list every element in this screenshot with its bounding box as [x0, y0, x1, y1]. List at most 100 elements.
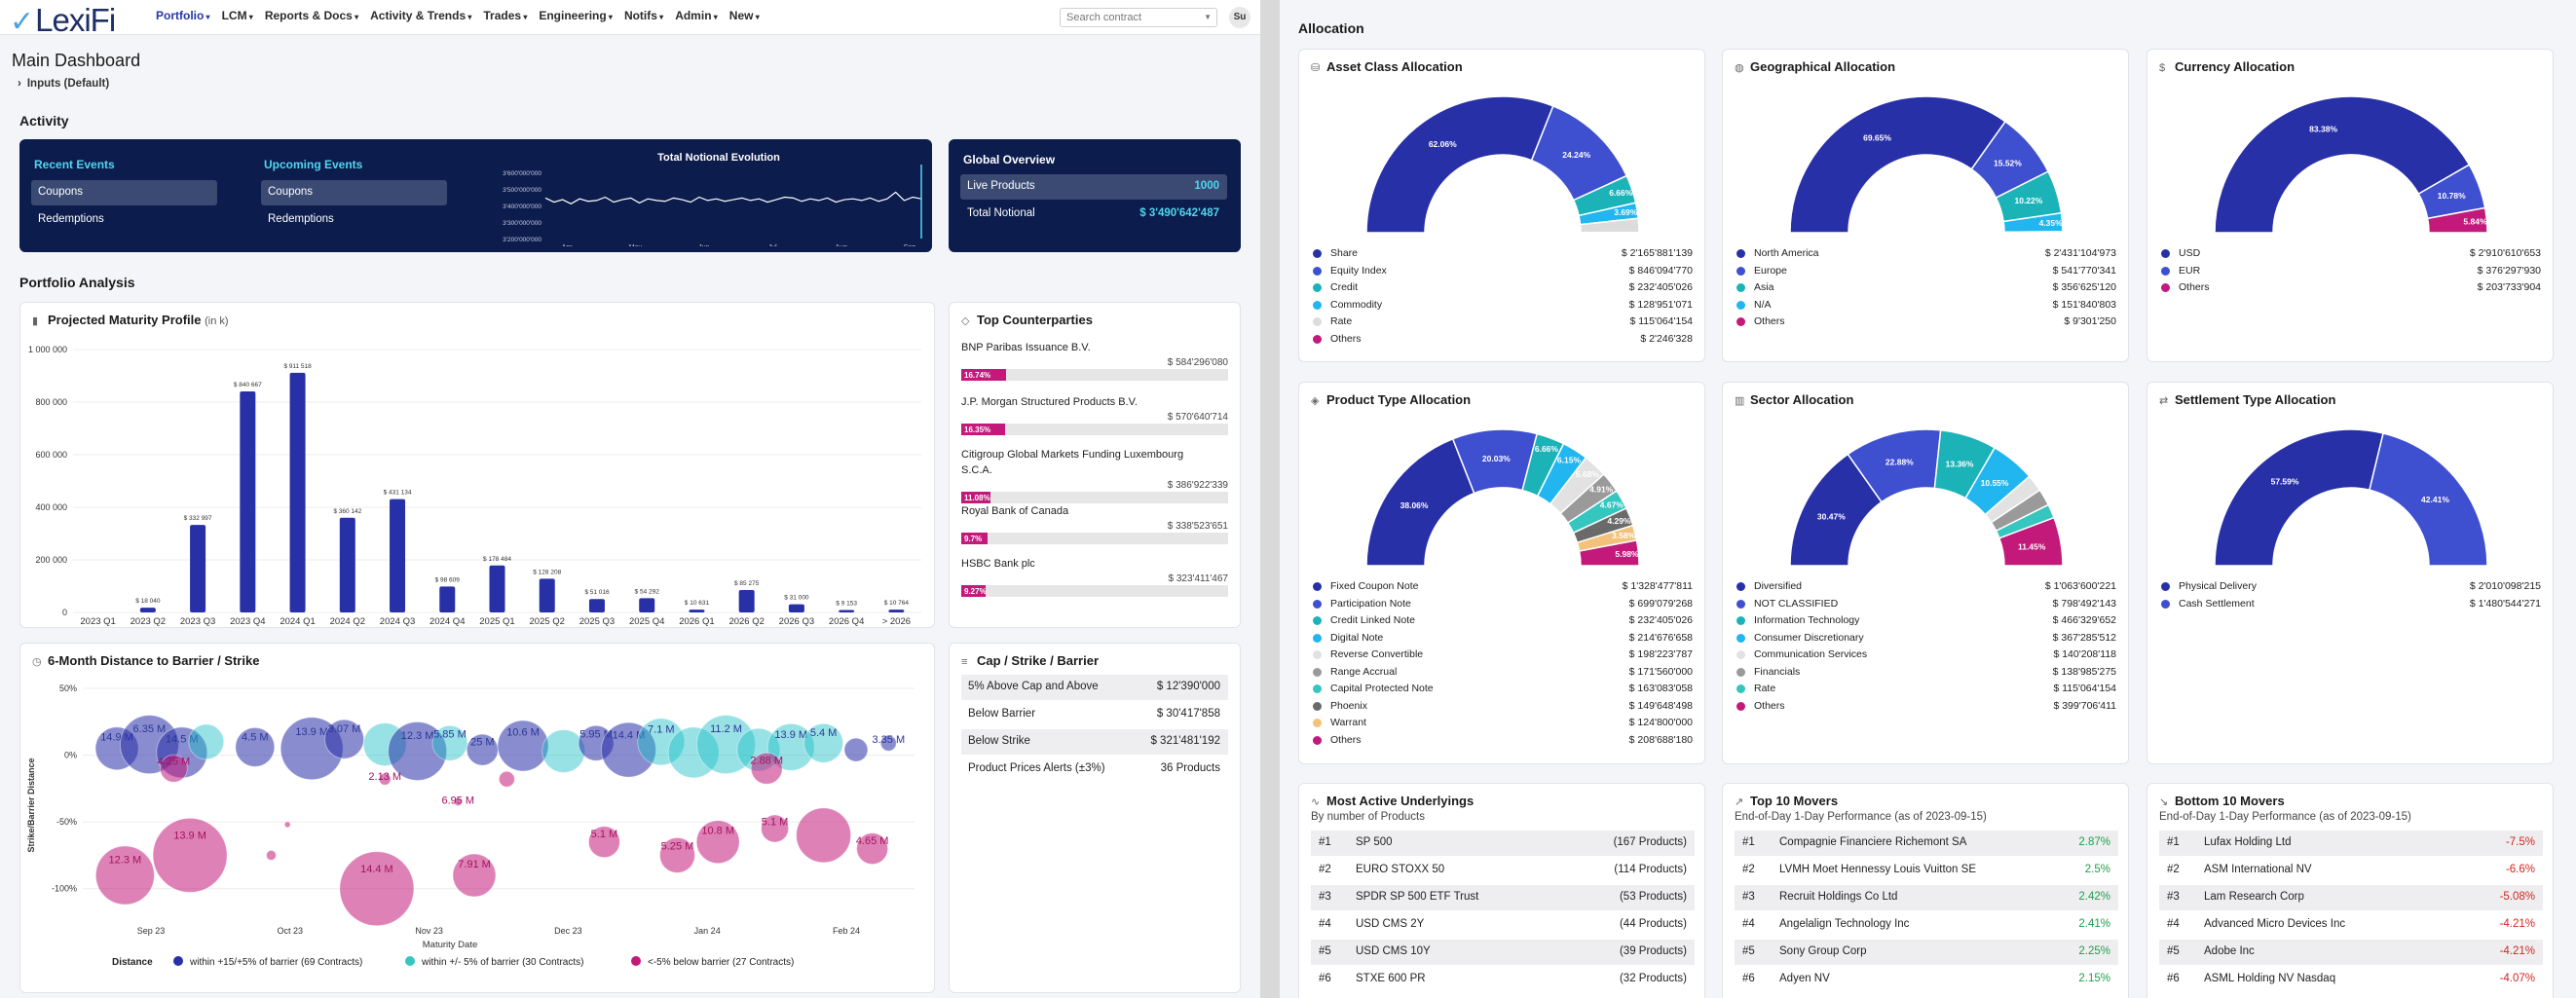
bubble[interactable]	[388, 721, 448, 781]
bubble[interactable]	[378, 772, 392, 786]
bubble[interactable]	[879, 734, 897, 752]
bubble[interactable]	[283, 821, 291, 829]
maturity-bar[interactable]	[240, 391, 256, 612]
legend-item[interactable]: Capital Protected Note $ 163'083'058	[1313, 682, 1693, 697]
nav-item-trades[interactable]: Trades ▾	[483, 9, 528, 22]
mover-row[interactable]: #6 Adyen NV 2.15%	[1742, 973, 2110, 984]
bubble[interactable]	[696, 715, 757, 775]
legend-item[interactable]: Others $ 2'246'328	[1313, 332, 1693, 348]
maturity-bar[interactable]	[139, 608, 156, 612]
donut-slice[interactable]	[2368, 432, 2488, 567]
nav-item-activity-trends[interactable]: Activity & Trends ▾	[370, 9, 472, 22]
legend-item[interactable]: Communication Services $ 140'208'118	[1736, 647, 2116, 663]
nav-item-lcm[interactable]: LCM ▾	[221, 9, 253, 22]
legend-item[interactable]: Credit Linked Note $ 232'405'026	[1313, 613, 1693, 629]
mover-row[interactable]: #1 Compagnie Financiere Richemont SA 2.87%	[1735, 831, 2118, 856]
bubble[interactable]	[452, 853, 497, 898]
bubble[interactable]	[498, 770, 515, 788]
legend-item[interactable]: Credit $ 232'405'026	[1313, 280, 1693, 296]
nav-item-engineering[interactable]: Engineering ▾	[539, 9, 613, 22]
bubble[interactable]	[466, 733, 499, 766]
bubble[interactable]	[94, 845, 155, 906]
mover-row[interactable]: #1 Lufax Holding Ltd -7.5%	[2159, 831, 2543, 856]
legend-item[interactable]: Consumer Discretionary $ 367'285'512	[1736, 631, 2116, 647]
avatar[interactable]: Su	[1229, 7, 1251, 28]
legend-item[interactable]: EUR $ 376'297'930	[2161, 264, 2541, 279]
live-products-row[interactable]: Live Products 1000	[960, 174, 1227, 200]
legend-item[interactable]: USD $ 2'910'610'653	[2161, 246, 2541, 262]
bubble[interactable]	[159, 754, 188, 783]
legend-item[interactable]: Rate $ 115'064'154	[1313, 314, 1693, 330]
donut-slice[interactable]	[1997, 516, 2064, 567]
donut-slice[interactable]	[2214, 428, 2384, 567]
donut-slice[interactable]	[2003, 231, 2064, 234]
legend-item[interactable]: Physical Delivery $ 2'010'098'215	[2161, 579, 2541, 595]
legend-item[interactable]: Warrant $ 124'800'000	[1313, 716, 1693, 731]
mover-row[interactable]: #3 SPDR SP 500 ETF Trust (53 Products)	[1311, 885, 1695, 910]
mover-row[interactable]: #4 USD CMS 2Y (44 Products)	[1319, 918, 1687, 930]
legend-item[interactable]: Participation Note $ 699'079'268	[1313, 597, 1693, 612]
maturity-bar[interactable]	[588, 599, 605, 612]
mover-row[interactable]: #3 Recruit Holdings Co Ltd 2.42%	[1735, 885, 2118, 910]
legend-item[interactable]: Reverse Convertible $ 198'223'787	[1313, 647, 1693, 663]
bubble[interactable]	[856, 832, 889, 866]
donut-slice[interactable]	[2426, 206, 2488, 234]
bubble[interactable]	[265, 849, 277, 861]
bubble[interactable]	[667, 726, 720, 779]
capstrike-row[interactable]: Product Prices Alerts (±3%) 36 Products	[968, 762, 1220, 774]
legend-item[interactable]: N/A $ 151'840'803	[1736, 298, 2116, 314]
chevron-down-icon[interactable]: ▼	[1204, 13, 1212, 21]
bubble[interactable]	[339, 851, 415, 927]
maturity-bar[interactable]	[339, 517, 355, 612]
legend-item[interactable]: Asia $ 356'625'120	[1736, 280, 2116, 296]
mover-row[interactable]: #5 USD CMS 10Y (39 Products)	[1311, 940, 1695, 965]
mover-row[interactable]: #6 ASML Holding NV Nasdaq -4.07%	[2167, 973, 2535, 984]
bubble[interactable]	[152, 817, 228, 893]
legend-item[interactable]: Range Accrual $ 171'560'000	[1313, 665, 1693, 681]
legend-item[interactable]: Commodity $ 128'951'071	[1313, 298, 1693, 314]
mover-row[interactable]: #2 EURO STOXX 50 (114 Products)	[1319, 864, 1687, 875]
bubble[interactable]	[750, 752, 783, 785]
bubble[interactable]	[587, 826, 620, 859]
nav-item-admin[interactable]: Admin ▾	[675, 9, 718, 22]
legend-item[interactable]: Financials $ 138'985'275	[1736, 665, 2116, 681]
maturity-bar[interactable]	[439, 586, 456, 612]
maturity-bar[interactable]	[888, 610, 905, 612]
bubble[interactable]	[695, 820, 740, 865]
bubble[interactable]	[235, 726, 276, 767]
bubble[interactable]	[497, 720, 549, 772]
donut-slice[interactable]	[1789, 95, 2007, 234]
mover-row[interactable]: #1 SP 500 (167 Products)	[1311, 831, 1695, 856]
mover-row[interactable]: #3 Lam Research Corp -5.08%	[2159, 885, 2543, 910]
legend-item[interactable]: Fixed Coupon Note $ 1'328'477'811	[1313, 579, 1693, 595]
total-notional-row[interactable]: Total Notional $ 3'490'642'487	[967, 207, 1219, 219]
upcoming-redemptions[interactable]: Redemptions	[268, 213, 334, 225]
maturity-bar[interactable]	[390, 499, 406, 612]
bubble[interactable]	[766, 722, 815, 771]
mover-row[interactable]: #4 Advanced Micro Devices Inc -4.21%	[2167, 918, 2535, 930]
bubble[interactable]	[803, 722, 844, 763]
bubble[interactable]	[188, 723, 225, 760]
capstrike-row[interactable]: Below Strike $ 321'481'192	[961, 729, 1228, 755]
legend-item[interactable]: Equity Index $ 846'094'770	[1313, 264, 1693, 279]
nav-item-portfolio[interactable]: Portfolio ▾	[156, 9, 210, 22]
maturity-bar[interactable]	[489, 565, 505, 612]
bubble[interactable]	[431, 724, 468, 761]
maturity-bar[interactable]	[539, 578, 555, 612]
search-input[interactable]: Search contract ▼	[1060, 8, 1217, 27]
bubble[interactable]	[843, 737, 869, 762]
legend-item[interactable]: Phoenix $ 149'648'498	[1313, 699, 1693, 715]
recent-redemptions[interactable]: Redemptions	[38, 213, 104, 225]
mover-row[interactable]: #5 Sony Group Corp 2.25%	[1735, 940, 2118, 965]
mover-row[interactable]: #2 LVMH Moet Hennessy Louis Vuitton SE 2.5…	[1742, 864, 2110, 875]
maturity-bar[interactable]	[190, 525, 206, 612]
maturity-bar[interactable]	[289, 372, 306, 612]
inputs-toggle[interactable]: › Inputs (Default)	[18, 78, 110, 90]
bubble[interactable]	[637, 718, 686, 766]
bubble[interactable]	[600, 721, 656, 778]
nav-item-reports-docs[interactable]: Reports & Docs ▾	[264, 9, 359, 22]
bubble[interactable]	[658, 836, 695, 873]
legend-item[interactable]: Share $ 2'165'881'139	[1313, 246, 1693, 262]
legend-item[interactable]: Others $ 208'688'180	[1313, 733, 1693, 749]
bubble[interactable]	[796, 807, 852, 864]
